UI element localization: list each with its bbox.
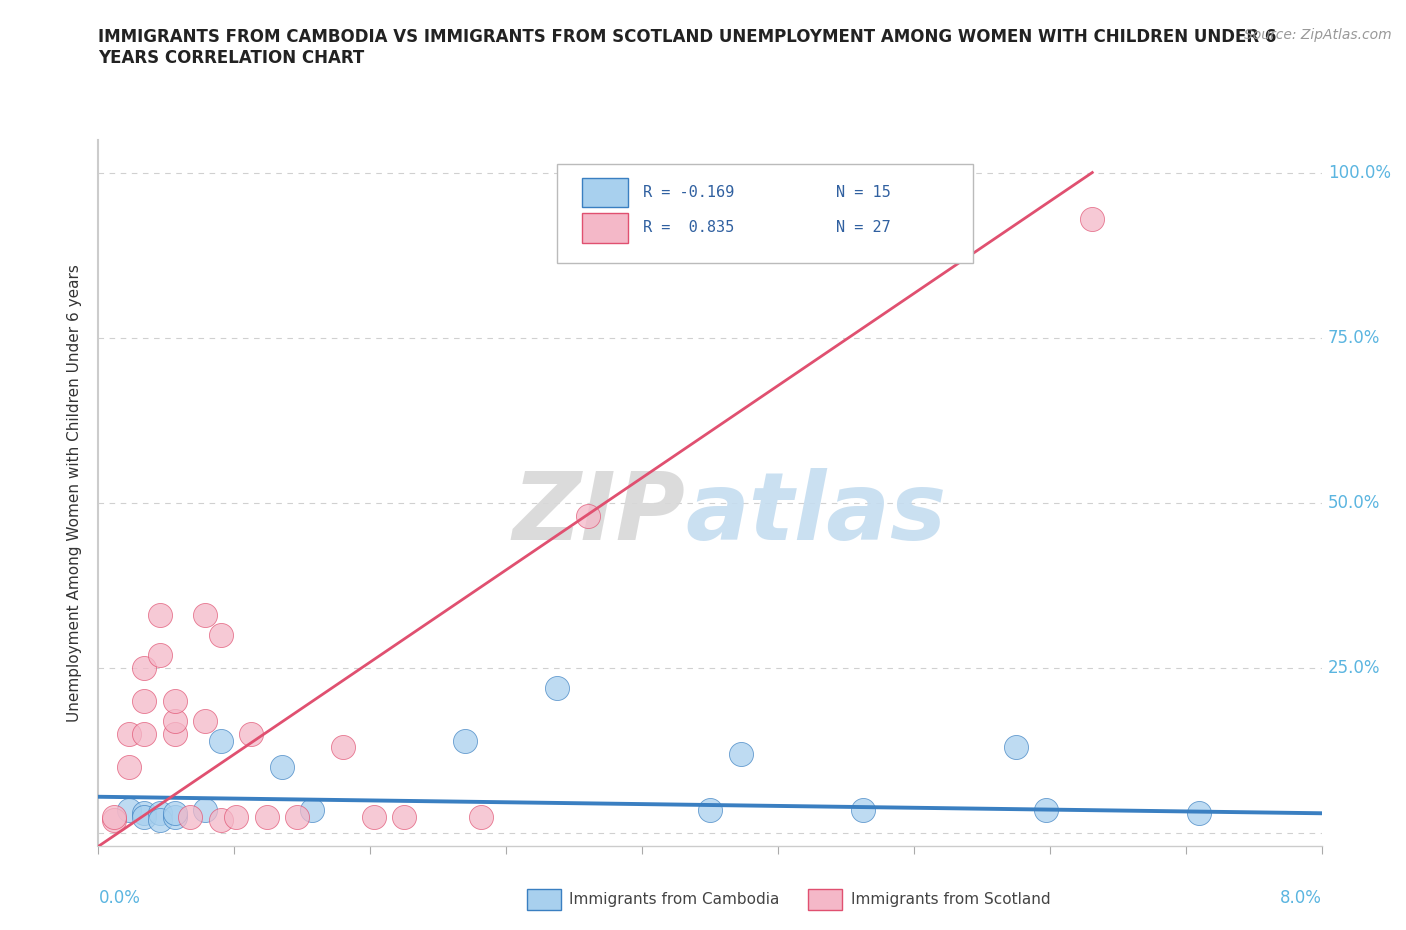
Point: [240, 726, 263, 741]
Point: [163, 809, 186, 824]
Text: N = 27: N = 27: [837, 220, 891, 235]
Point: [149, 805, 172, 820]
Point: [332, 739, 354, 754]
Point: [285, 809, 308, 824]
Point: [576, 509, 599, 524]
Point: [1188, 805, 1211, 820]
Text: 0.0%: 0.0%: [98, 889, 141, 907]
Bar: [808, 889, 842, 910]
Point: [179, 809, 201, 824]
Point: [194, 607, 217, 622]
Bar: [526, 889, 561, 910]
Point: [1004, 739, 1026, 754]
Point: [209, 733, 232, 748]
Point: [134, 660, 156, 675]
Point: [118, 803, 141, 817]
Point: [163, 805, 186, 820]
Point: [103, 813, 125, 828]
Point: [134, 694, 156, 709]
Point: [134, 809, 156, 824]
Point: [546, 681, 568, 696]
Text: IMMIGRANTS FROM CAMBODIA VS IMMIGRANTS FROM SCOTLAND UNEMPLOYMENT AMONG WOMEN WI: IMMIGRANTS FROM CAMBODIA VS IMMIGRANTS F…: [98, 28, 1277, 67]
Point: [163, 713, 186, 728]
Point: [363, 809, 385, 824]
Point: [301, 803, 323, 817]
Point: [1081, 211, 1104, 226]
Point: [194, 803, 217, 817]
Text: ZIP: ZIP: [513, 468, 686, 560]
Y-axis label: Unemployment Among Women with Children Under 6 years: Unemployment Among Women with Children U…: [67, 264, 83, 722]
Point: [149, 607, 172, 622]
Text: 75.0%: 75.0%: [1327, 328, 1381, 347]
Text: N = 15: N = 15: [837, 185, 891, 200]
Point: [134, 805, 156, 820]
Point: [103, 809, 125, 824]
Point: [194, 713, 217, 728]
Point: [163, 694, 186, 709]
Text: Source: ZipAtlas.com: Source: ZipAtlas.com: [1244, 28, 1392, 42]
Text: 50.0%: 50.0%: [1327, 494, 1381, 512]
Point: [118, 726, 141, 741]
Bar: [582, 178, 628, 207]
Point: [470, 809, 492, 824]
Text: Immigrants from Cambodia: Immigrants from Cambodia: [569, 892, 780, 907]
Point: [163, 726, 186, 741]
Point: [699, 803, 721, 817]
Point: [392, 809, 416, 824]
Text: R = -0.169: R = -0.169: [643, 185, 734, 200]
Point: [149, 813, 172, 828]
Point: [225, 809, 247, 824]
Point: [209, 628, 232, 643]
Point: [209, 813, 232, 828]
Point: [454, 733, 477, 748]
Text: 8.0%: 8.0%: [1279, 889, 1322, 907]
Point: [134, 726, 156, 741]
Bar: [582, 213, 628, 243]
Point: [852, 803, 875, 817]
Text: 25.0%: 25.0%: [1327, 659, 1381, 677]
Text: 100.0%: 100.0%: [1327, 164, 1391, 181]
Point: [1035, 803, 1057, 817]
FancyBboxPatch shape: [557, 165, 973, 263]
Point: [118, 760, 141, 775]
Text: Immigrants from Scotland: Immigrants from Scotland: [851, 892, 1050, 907]
Text: R =  0.835: R = 0.835: [643, 220, 734, 235]
Point: [730, 747, 752, 762]
Point: [270, 760, 294, 775]
Text: atlas: atlas: [686, 468, 946, 560]
Point: [149, 647, 172, 662]
Point: [256, 809, 278, 824]
